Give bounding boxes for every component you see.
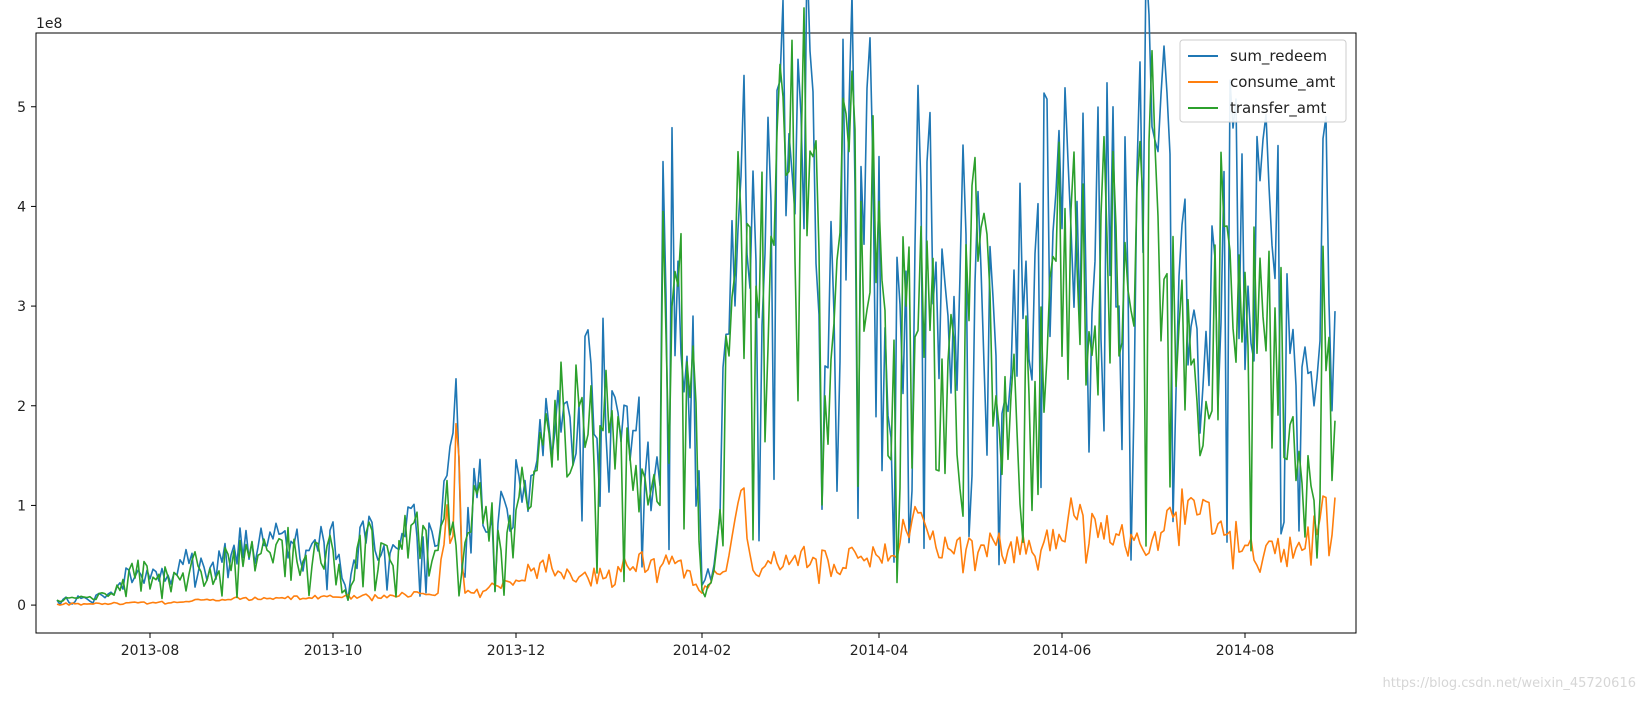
- y-tick-label: 5: [17, 100, 26, 116]
- legend-label-transfer_amt: transfer_amt: [1230, 99, 1327, 118]
- y-tick-label: 3: [17, 299, 26, 315]
- y-tick-label: 2: [17, 399, 26, 415]
- x-tick-label: 2014-02: [673, 643, 732, 659]
- legend: sum_redeem consume_amt transfer_amt: [1179, 39, 1347, 123]
- legend-box: [1179, 39, 1347, 123]
- x-tick-label: 2014-06: [1033, 643, 1092, 659]
- series-layer: [56, 0, 1336, 606]
- x-tick-label: 2014-08: [1216, 643, 1275, 659]
- series-line-sum_redeem: [56, 0, 1336, 606]
- y-axis: 0 1 2 3 4 5: [17, 100, 36, 614]
- y-tick-label: 0: [17, 598, 26, 614]
- series-line-transfer_amt: [56, 7, 1336, 603]
- legend-label-sum_redeem: sum_redeem: [1230, 47, 1327, 66]
- watermark-text: https://blog.csdn.net/weixin_45720616: [1382, 676, 1636, 691]
- x-tick-label: 2013-10: [304, 643, 363, 659]
- y-offset-label: 1e8: [36, 16, 62, 32]
- x-tick-label: 2013-12: [487, 643, 546, 659]
- x-tick-label: 2014-04: [850, 643, 909, 659]
- legend-label-consume_amt: consume_amt: [1230, 73, 1335, 92]
- x-axis: 2013-08 2013-10 2013-12 2014-02 2014-04 2014-…: [121, 633, 1275, 659]
- y-tick-label: 1: [17, 498, 26, 514]
- series-line-consume_amt: [56, 422, 1336, 606]
- x-tick-label: 2013-08: [121, 643, 180, 659]
- plot-area-frame: [35, 32, 1357, 634]
- y-tick-label: 4: [17, 199, 26, 215]
